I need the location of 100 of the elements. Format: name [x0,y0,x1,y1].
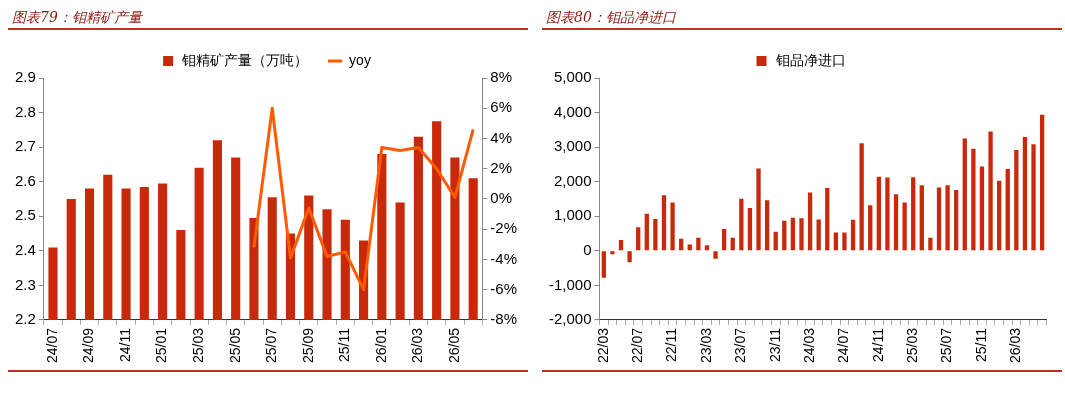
x-tick-label: 24/07 [835,327,852,364]
x-tick-label: 25/11 [972,327,989,362]
x-tick-label: 24/07 [43,327,60,364]
y-tick-label: 2.3 [14,275,36,293]
y-tick-label: 2.5 [14,206,36,224]
bar [885,177,890,251]
bar [945,185,950,251]
bar [644,213,649,251]
bar [825,187,830,251]
bar [859,143,864,251]
bar [782,220,787,251]
bar [868,205,873,251]
bar [997,180,1002,251]
bar [739,198,744,251]
bar [653,219,658,251]
bar [876,176,881,251]
bar [954,190,959,251]
bar [773,231,778,251]
bar [696,237,701,251]
y-tick-label: 2.9 [14,68,36,86]
bar [911,177,916,251]
bar [618,240,624,251]
x-tick-label: 26/03 [1007,327,1024,364]
bar [601,251,606,278]
bar [636,227,641,251]
legend-label: yoy [349,51,371,68]
x-tick-label: 22/11 [663,327,680,362]
legend-label: 钼精矿产量（万吨） [181,51,309,68]
x-tick-label: 22/07 [629,327,646,364]
bar [988,131,993,251]
x-tick-label: 26/03 [409,327,426,364]
x-tick-label: 24/11 [116,327,133,362]
x-tick-label: 24/11 [869,327,886,362]
bar [979,166,985,251]
y2-tick-label: -8% [490,310,518,328]
x-tick-label: 25/07 [263,327,280,364]
bar [610,251,615,255]
bar [816,219,821,251]
bar [713,251,718,259]
x-tick-label: 23/11 [766,327,783,362]
bar [1022,137,1028,251]
x-tick-label: 24/09 [80,327,97,364]
x-tick-label: 25/01 [153,327,170,364]
bar [893,194,899,251]
chart-title: 图表80：钼品净进口 [542,0,1062,30]
bar [971,148,976,251]
y2-tick-label: 6% [490,98,513,116]
y-tick-label: 2.8 [14,102,36,120]
bar [962,138,967,251]
y-tick-label: 4,000 [553,102,592,120]
x-tick-label: 26/05 [445,327,462,364]
bar [936,187,942,251]
x-tick-label: 25/09 [299,327,316,364]
bar [799,218,804,251]
chart-title: 图表79：钼精矿产量 [8,0,528,30]
legend-label: 钼品净进口 [774,51,846,68]
bar [850,219,856,251]
bar [747,207,753,251]
y-tick-label: 3,000 [553,137,592,155]
bar [704,245,710,251]
x-tick-label: 25/03 [904,327,921,364]
bar [1031,144,1036,251]
bar [627,251,632,263]
y2-tick-label: 8% [490,68,513,86]
bar [919,185,924,251]
y-tick-label: 0 [583,240,592,258]
bar [1039,114,1045,251]
y-tick-label: 2.2 [14,310,36,328]
y-tick-label: 2.4 [14,240,36,258]
bar [722,229,727,251]
y2-tick-label: -2% [490,219,518,237]
bar [790,217,796,251]
y2-tick-label: -4% [490,249,518,267]
x-tick-label: 22/03 [594,327,611,364]
bar [764,200,770,251]
y-tick-label: -1,000 [548,275,592,293]
bar [670,202,675,251]
y2-tick-label: -6% [490,279,518,297]
x-tick-label: 25/05 [226,327,243,364]
x-tick-label: 25/07 [938,327,955,364]
y-tick-label: 2,000 [553,171,592,189]
x-tick-label: 23/07 [732,327,749,364]
y2-tick-label: 2% [490,158,513,176]
x-tick-label: 24/03 [800,327,817,364]
x-tick-label: 23/03 [697,327,714,364]
bar [842,232,847,251]
bar [902,202,907,251]
bar [807,192,813,251]
bar [661,195,667,251]
y-tick-label: -2,000 [548,310,592,328]
bar [756,168,761,251]
bar [1014,149,1019,251]
bar [1005,168,1010,251]
y-tick-label: 2.7 [14,137,36,155]
y-tick-label: 2.6 [14,171,36,189]
y2-tick-label: 4% [490,128,513,146]
y-tick-label: 1,000 [553,206,592,224]
x-tick-label: 25/03 [190,327,206,364]
bar [928,237,933,251]
y-tick-label: 5,000 [553,68,592,86]
